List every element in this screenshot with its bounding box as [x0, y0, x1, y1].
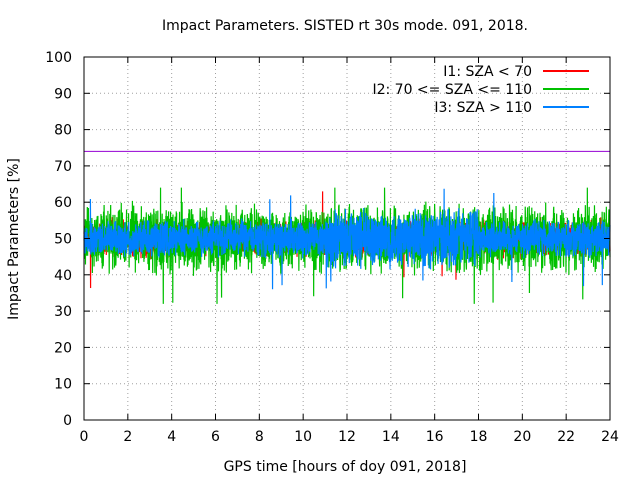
y-tick-label: 50 [54, 232, 72, 248]
x-tick-label: 8 [255, 429, 264, 445]
x-axis-label: GPS time [hours of doy 091, 2018] [224, 459, 467, 475]
y-tick-label: 100 [45, 50, 72, 66]
x-tick-label: 22 [557, 429, 575, 445]
x-tick-label: 10 [294, 429, 312, 445]
y-tick-label: 10 [54, 377, 72, 393]
ticks: 0 2 4 6 8 10 12 14 16 18 20 22 240102030405060708090… [45, 50, 619, 445]
y-tick-label: 90 [54, 86, 72, 102]
x-tick-label: 24 [601, 429, 619, 445]
x-tick-label: 14 [382, 429, 400, 445]
y-tick-label: 30 [54, 304, 72, 320]
x-tick-label: 20 [513, 429, 531, 445]
chart-title: Impact Parameters. SISTED rt 30s mode. 0… [162, 18, 528, 34]
x-tick-label: 2 [123, 429, 132, 445]
legend-label: I2: 70 <= SZA <= 110 [372, 82, 532, 98]
x-tick-label: 16 [426, 429, 444, 445]
grid [84, 57, 610, 420]
series-3-line [83, 188, 611, 290]
legend-label: I1: SZA < 70 [443, 64, 532, 80]
series-layer [83, 187, 611, 304]
x-tick-label: 6 [211, 429, 220, 445]
y-tick-label: 20 [54, 340, 72, 356]
y-tick-label: 70 [54, 159, 72, 175]
x-tick-label: 0 [80, 429, 89, 445]
legend: I1: SZA < 70 I2: 70 <= SZA <= 110 I3: SZA … [372, 64, 589, 116]
x-tick-label: 18 [470, 429, 488, 445]
y-tick-label: 60 [54, 195, 72, 211]
y-tick-label: 0 [63, 413, 72, 429]
legend-label: I3: SZA > 110 [434, 100, 532, 116]
x-tick-label: 4 [167, 429, 176, 445]
x-tick-label: 12 [338, 429, 356, 445]
y-axis-label: Impact Parameters [%] [6, 158, 22, 320]
y-tick-label: 40 [54, 268, 72, 284]
y-tick-label: 80 [54, 123, 72, 139]
